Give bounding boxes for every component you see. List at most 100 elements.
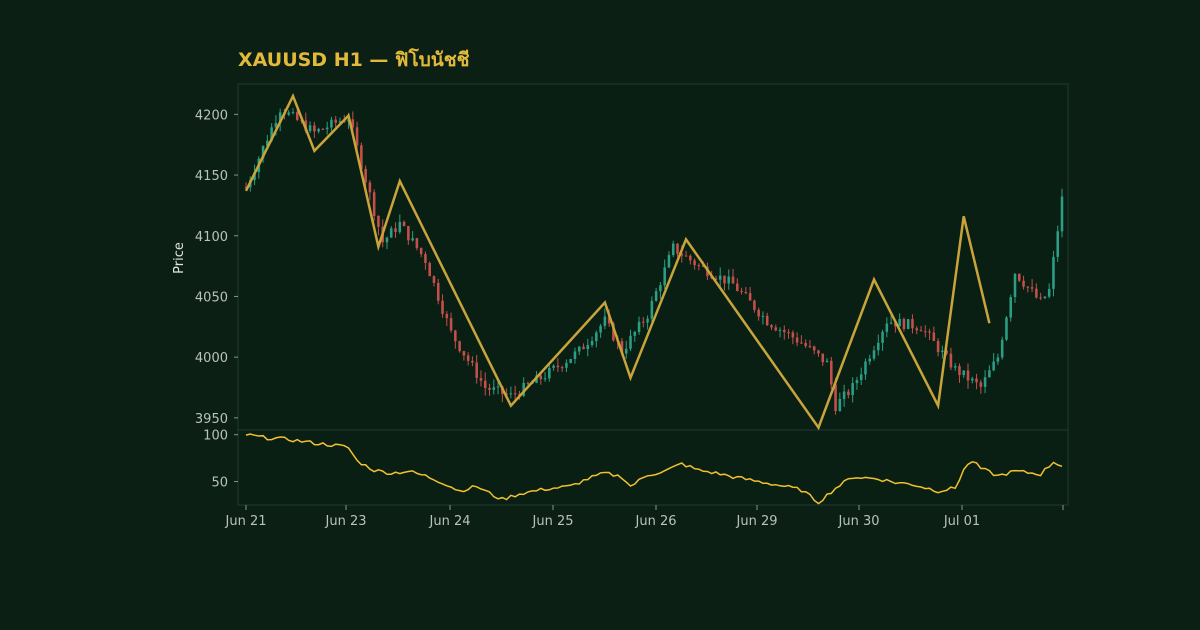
candle	[539, 375, 543, 380]
candle	[906, 319, 910, 330]
candle	[902, 318, 906, 330]
candle	[718, 275, 722, 280]
candle	[971, 378, 974, 381]
candle	[402, 221, 406, 227]
indicator-tick-label: 50	[211, 476, 228, 491]
candle	[325, 127, 329, 130]
candle	[996, 357, 1000, 362]
candle	[945, 350, 948, 354]
indicator-panel-frame	[237, 429, 1069, 506]
candle	[317, 128, 320, 132]
candle	[778, 329, 782, 331]
candle	[787, 332, 790, 334]
candle	[1043, 296, 1047, 299]
candle	[1026, 286, 1030, 288]
candle	[1060, 196, 1064, 232]
price-panel-frame	[237, 83, 1069, 431]
candle	[834, 384, 837, 411]
price-tick-label: 4150	[195, 169, 228, 184]
candle	[689, 255, 692, 261]
candle	[436, 282, 440, 301]
candle	[1052, 256, 1055, 289]
candle	[727, 276, 731, 284]
candle	[565, 362, 568, 368]
price-panel	[237, 83, 1069, 431]
candle	[377, 215, 380, 227]
candle	[445, 313, 449, 319]
candle	[483, 380, 487, 388]
price-tick-label: 4100	[195, 230, 228, 245]
indicator-line	[245, 433, 1063, 505]
candle	[419, 247, 423, 255]
candle	[274, 123, 278, 128]
candle	[612, 323, 615, 341]
price-y-axis: 3950 4000 4050 4100 4150 4200	[195, 108, 238, 427]
candle	[979, 382, 983, 387]
x-tick-label: Jun 30	[838, 514, 880, 529]
candle	[573, 351, 577, 360]
candle	[389, 228, 393, 238]
candle	[671, 243, 675, 256]
candle	[838, 398, 842, 411]
candle	[783, 329, 786, 333]
candle	[812, 346, 816, 351]
candle	[278, 112, 282, 124]
candle	[287, 112, 290, 115]
candle	[471, 360, 474, 363]
candle	[736, 283, 739, 291]
candle	[291, 112, 295, 114]
candle	[607, 316, 611, 324]
candle	[966, 370, 970, 381]
candle	[1047, 288, 1051, 297]
chart-title: XAUUSD H1 — ฟิโบนัชชี	[238, 49, 470, 71]
candle	[624, 348, 628, 354]
candle	[928, 331, 931, 333]
candle	[958, 366, 961, 376]
candle	[911, 319, 914, 329]
zigzag-line	[244, 93, 991, 431]
candle	[757, 309, 760, 317]
candle	[667, 255, 671, 268]
candle	[449, 318, 453, 331]
indicator-tick-label: 100	[203, 429, 228, 444]
candle	[953, 366, 957, 368]
candle	[1000, 339, 1004, 358]
candle	[586, 345, 590, 350]
candle	[522, 382, 525, 396]
candle	[877, 342, 880, 351]
candle	[637, 321, 641, 332]
candle	[364, 168, 367, 183]
candle	[765, 315, 769, 326]
candle	[915, 328, 919, 331]
candle	[394, 228, 397, 232]
candle	[1005, 317, 1008, 340]
candle	[868, 358, 872, 362]
price-tick-label: 4200	[195, 108, 228, 123]
candle	[548, 367, 551, 379]
candle	[334, 119, 337, 123]
candle	[676, 243, 679, 254]
candle	[650, 300, 654, 319]
candle	[697, 265, 701, 267]
candle	[748, 293, 752, 301]
price-tick-label: 4000	[195, 351, 228, 366]
candle	[919, 330, 923, 332]
candle	[543, 378, 547, 380]
candle	[936, 340, 940, 353]
candle	[424, 254, 427, 263]
candle	[475, 362, 478, 378]
candle	[1022, 280, 1025, 287]
candle	[872, 350, 876, 359]
candle	[266, 140, 269, 147]
candle	[590, 341, 594, 346]
x-tick-label: Jun 25	[532, 514, 574, 529]
candle	[428, 262, 431, 277]
candle	[949, 353, 953, 368]
candle	[330, 119, 333, 128]
indicator-y-axis: 50 100	[203, 429, 238, 491]
x-axis: Jun 21 Jun 23 Jun 24 Jun 25 Jun 26 Jun 29 Jun …	[225, 505, 1064, 529]
candle	[992, 361, 995, 371]
zigzag-layer	[244, 93, 991, 431]
candle	[1018, 273, 1021, 281]
